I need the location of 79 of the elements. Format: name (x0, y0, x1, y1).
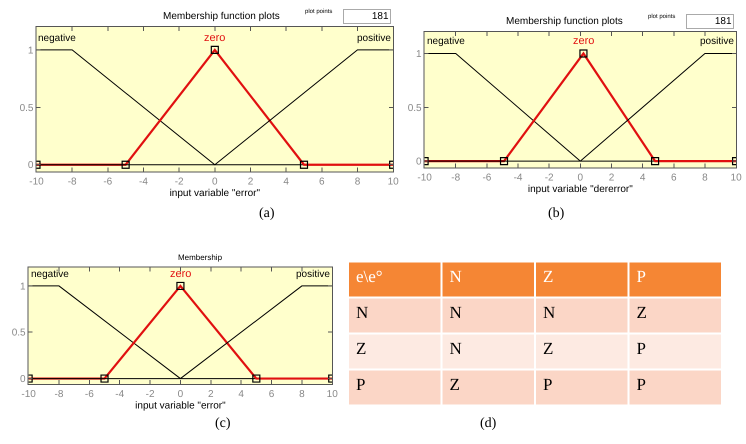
x-tick-label: -10 (21, 389, 36, 400)
x-tick-label: -2 (146, 389, 155, 400)
y-tick-label: 1 (416, 48, 422, 60)
x-tick-label: 0 (178, 389, 184, 400)
x-tick-label: -2 (544, 172, 554, 184)
text: 181 (714, 16, 732, 27)
category-label: N (449, 267, 462, 286)
y-tick-label: 0.5 (408, 102, 422, 114)
text: Z (449, 375, 460, 394)
series-label: negative (38, 33, 76, 44)
text: P (636, 339, 646, 358)
chart-title: Membership function plots (506, 16, 623, 27)
y-tick-label: 0 (416, 156, 422, 168)
x-tick-label: -4 (139, 176, 148, 188)
x-tick-label: 10 (730, 172, 742, 184)
text: (b) (548, 206, 565, 221)
x-tick-label: 8 (702, 172, 708, 184)
y-tick-label: 1 (20, 281, 26, 292)
x-tick-label: -2 (174, 176, 184, 188)
x-tick-label: 10 (388, 176, 400, 188)
category-label: P (636, 267, 646, 286)
text: P (636, 375, 646, 394)
x-tick-label: -8 (451, 172, 461, 184)
x-tick-label: -10 (29, 176, 44, 188)
x-tick-label: -8 (54, 389, 64, 400)
series-label: zero (170, 268, 192, 280)
x-tick-label: 6 (670, 172, 677, 184)
series-label: zero (573, 35, 594, 47)
text: (c) (215, 416, 231, 431)
series-label: positive (296, 269, 330, 280)
text: Z (636, 303, 647, 322)
series-label: positive (357, 33, 392, 44)
x-tick-label: 6 (319, 176, 326, 188)
series-label: positive (700, 36, 734, 47)
x-tick-label: -6 (482, 172, 492, 184)
x-tick-label: 2 (208, 389, 214, 400)
x-tick-label: 8 (354, 176, 361, 188)
series-label: negative (31, 269, 70, 280)
text: Z (542, 339, 554, 358)
chart-title: Membership function plots (163, 11, 280, 22)
text: P (542, 375, 552, 394)
x-tick-label: 6 (268, 389, 275, 400)
x-tick-label: 10 (326, 389, 338, 400)
x-tick-label: -8 (68, 176, 78, 188)
y-tick-label: 0.5 (20, 102, 34, 114)
x-tick-label: -4 (115, 389, 125, 400)
category-label: Z (542, 267, 554, 286)
x-tick-label: -6 (103, 176, 113, 188)
text: 181 (372, 11, 389, 22)
text: N (449, 303, 462, 322)
y-tick-label: 0.5 (12, 328, 26, 339)
chart-title: Membership (178, 253, 223, 262)
text: (a) (259, 206, 275, 221)
x-axis-title: input variable "dererror" (528, 184, 634, 196)
y-tick-label: 1 (28, 45, 34, 56)
x-axis-title: input variable "error" (170, 188, 260, 200)
y-tick-label: 0 (28, 160, 34, 172)
x-tick-label: 4 (283, 176, 290, 188)
x-tick-label: 8 (299, 389, 306, 400)
x-tick-label: 0 (212, 176, 218, 188)
text: P (356, 375, 366, 394)
x-tick-label: 0 (578, 172, 584, 184)
text: (d) (480, 416, 497, 431)
series-label: zero (204, 32, 226, 44)
x-tick-label: 2 (248, 176, 254, 188)
text: N (449, 339, 462, 358)
x-tick-label: 4 (640, 172, 646, 184)
text: N (542, 303, 556, 322)
text: Z (356, 339, 366, 358)
x-tick-label: 2 (608, 172, 615, 184)
category-label: e\e° (356, 267, 383, 286)
x-tick-label: 4 (238, 389, 244, 400)
x-tick-label: -10 (417, 172, 432, 184)
series-label: negative (427, 36, 466, 47)
x-tick-label: -4 (514, 172, 523, 184)
x-axis-title: input variable "error" (135, 400, 226, 412)
text: N (356, 303, 368, 322)
y-tick-label: 0 (20, 374, 26, 386)
x-tick-label: -6 (84, 389, 94, 400)
